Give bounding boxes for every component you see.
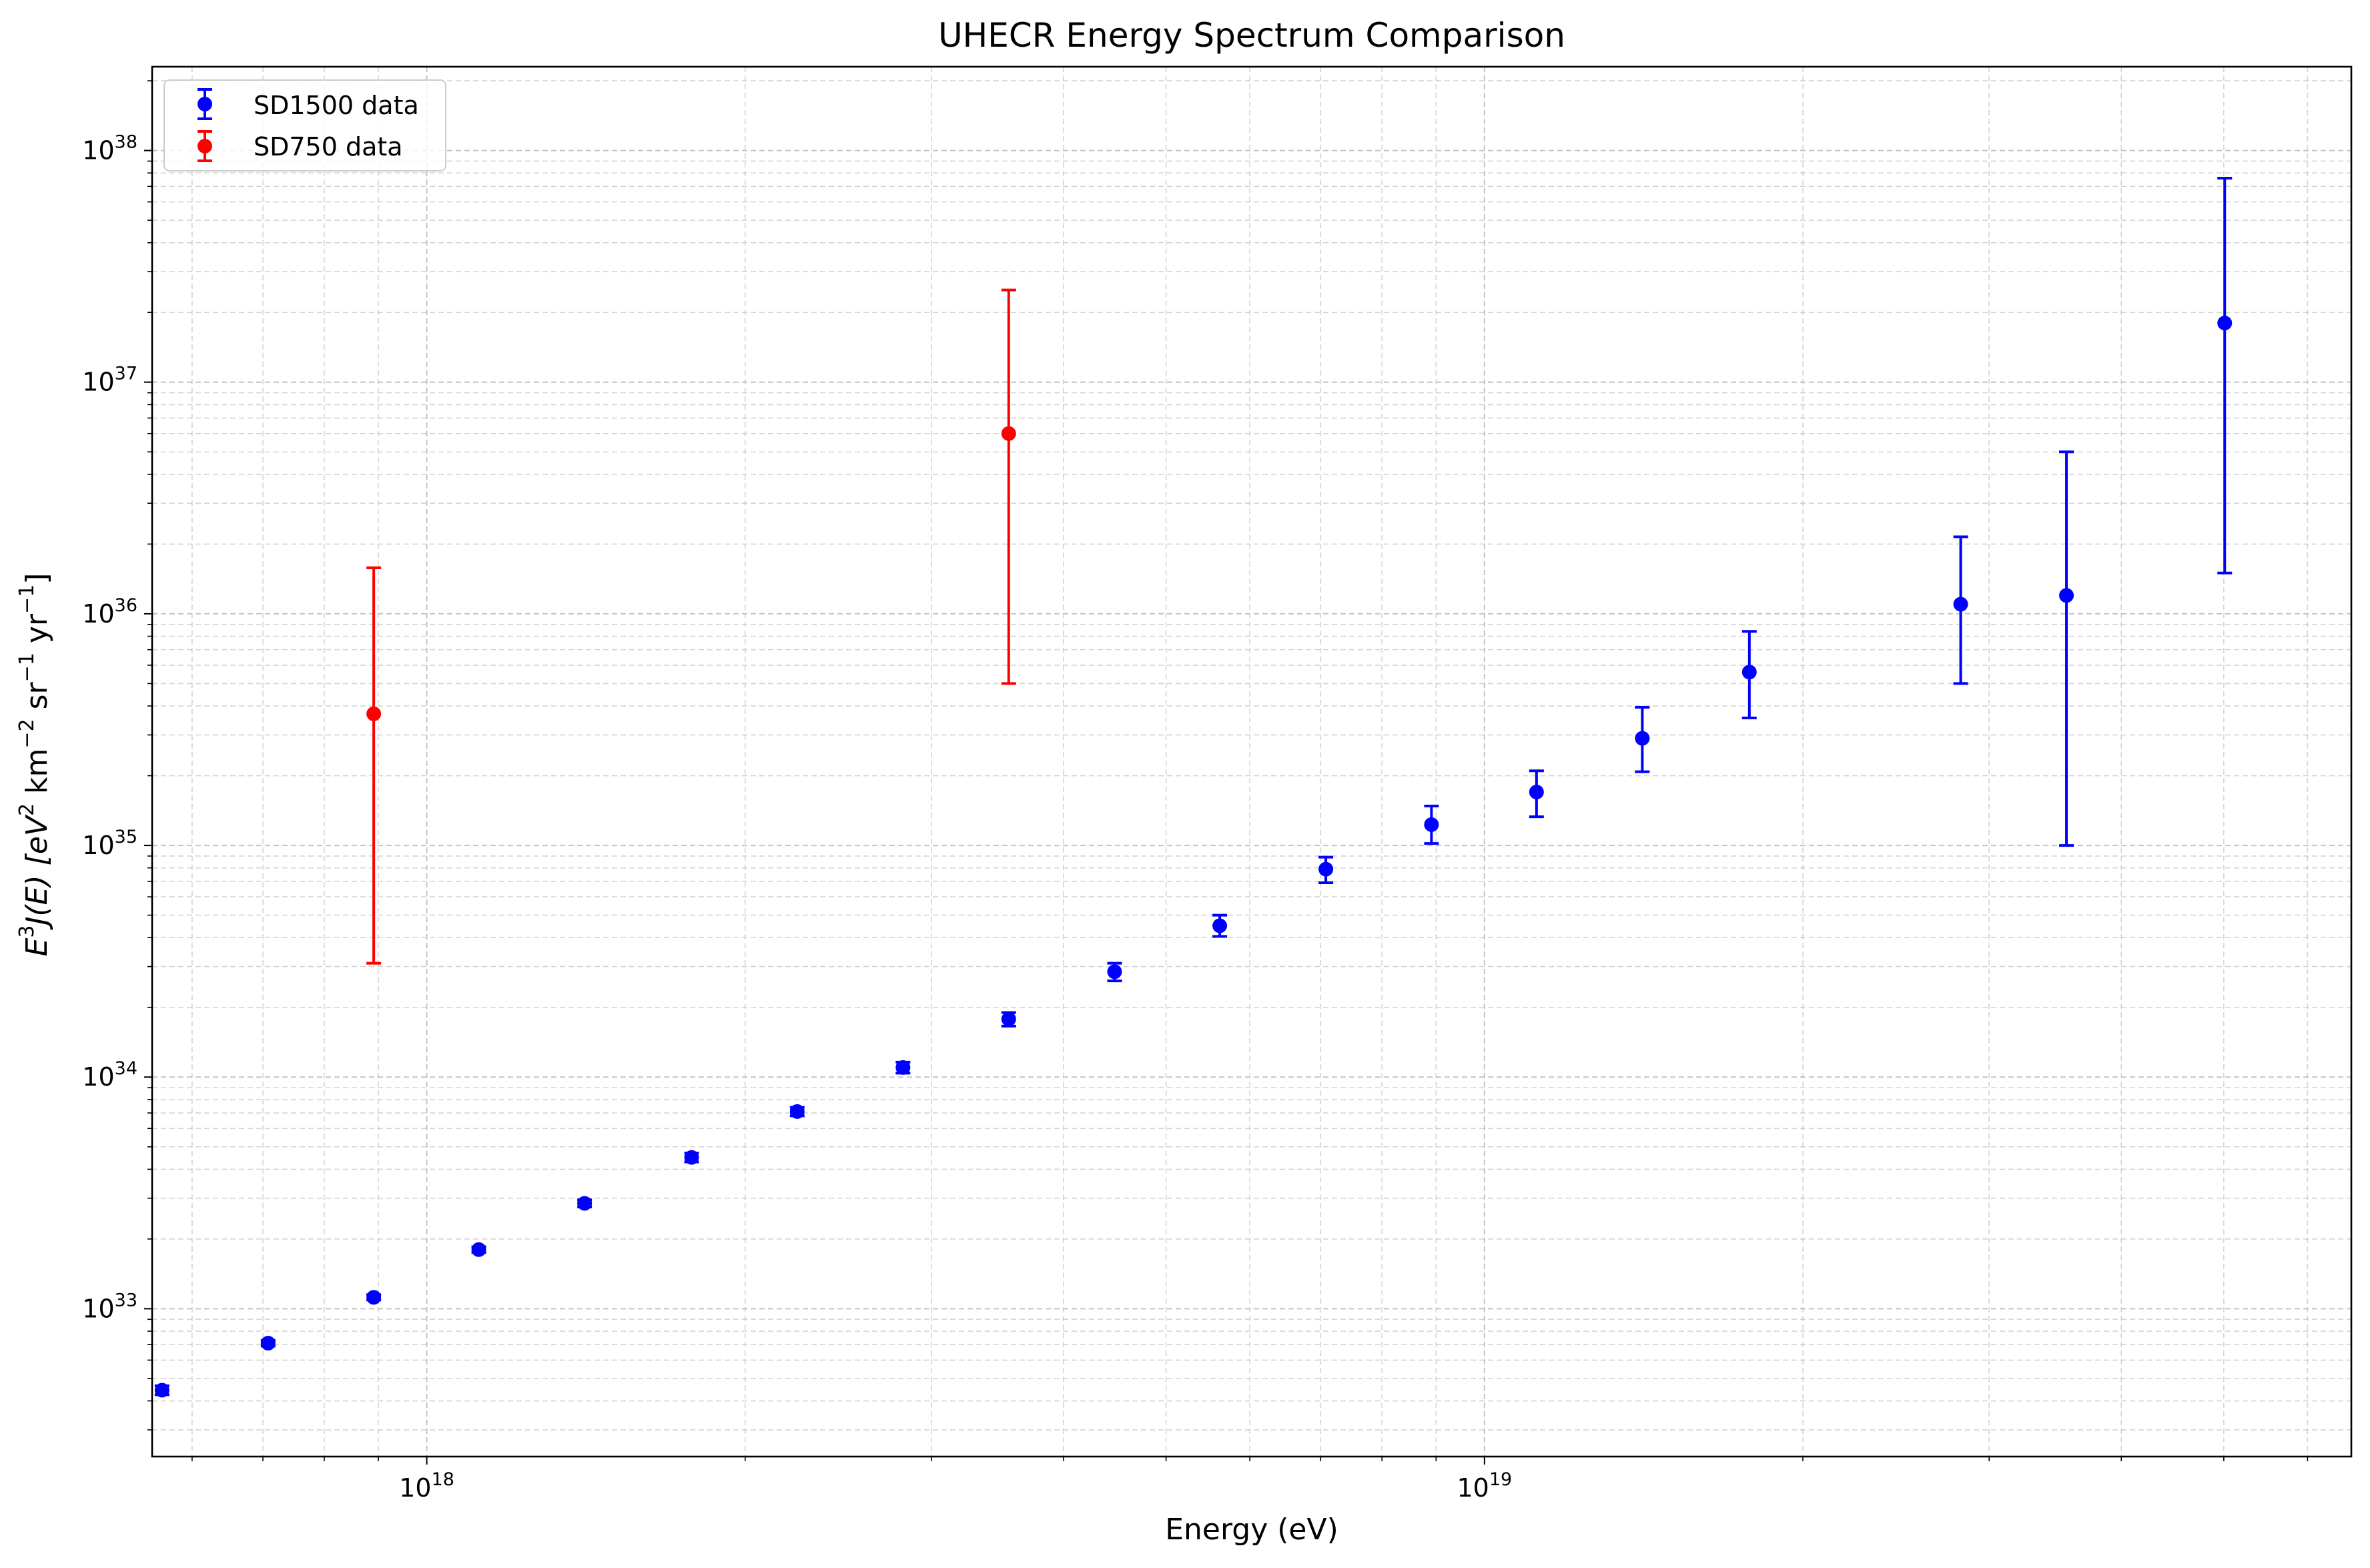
plot-frame [151,65,2353,1458]
y-axis-label: E3J(E) [eV2 km−2 sr−1 yr−1] [15,573,54,957]
y-label-km: km [20,749,54,803]
y-label-km-sup: −2 [15,719,39,748]
data-point [1001,426,1016,441]
y-tick-label: 1035 [82,827,137,860]
data-point [1741,665,1757,680]
y-label-func: J(E) [eV [20,814,54,930]
y-tick-label: 1033 [82,1290,137,1323]
x-tick-label: 1018 [399,1469,454,1503]
legend: SD1500 data SD750 data [163,79,446,171]
data-point [1212,918,1228,933]
data-point [1318,861,1334,877]
y-label-prefix: E [20,937,54,956]
y-tick-label: 1037 [82,364,137,397]
data-point [1635,731,1650,746]
data-point [1001,1012,1016,1027]
data-point [154,1383,169,1398]
legend-entry-sd750: SD750 data [198,130,403,162]
y-label-sr-sup: −1 [15,653,39,682]
data-point [471,1242,486,1257]
data-point [260,1336,276,1351]
data-point [2059,588,2074,603]
data-point [1424,817,1439,832]
legend-label-sd750: SD750 data [254,132,403,161]
y-tick-label: 1036 [82,595,137,629]
series-sd750 [366,288,1016,965]
x-tick-label: 1019 [1457,1469,1512,1503]
y-label-yr: yr [20,613,54,653]
y-label-yr-sup: −1 [15,584,39,614]
legend-marker-dot [198,139,212,153]
legend-label-sd1500: SD1500 data [254,91,419,120]
data-point [1529,785,1544,800]
x-axis-label: Energy (eV) [1165,1513,1338,1547]
data-point [684,1150,699,1165]
y-label-sr: sr [20,681,54,719]
y-label-prefix-sup: 3 [15,925,39,937]
legend-marker-dot [198,97,212,111]
legend-entry-sd1500: SD1500 data [198,88,419,120]
data-point [366,706,382,721]
y-tick-label: 1038 [82,132,137,165]
grid-lines [152,67,2351,1457]
data-point [2217,316,2233,331]
y-label-close: ] [20,573,54,584]
data-series [154,176,2233,1398]
legend-box [163,79,446,171]
chart-title: UHECR Energy Spectrum Comparison [938,16,1565,55]
data-point [789,1104,805,1119]
data-point [1953,597,1968,612]
series-sd1500 [154,176,2233,1398]
data-point [895,1060,911,1075]
y-label-ev-sup: 2 [15,803,39,816]
data-point [577,1196,592,1211]
tick-labels: 1018 1019 1033 1034 1035 1036 1037 1038 [82,132,1512,1503]
y-tick-label: 1034 [82,1058,137,1092]
data-point [366,1290,382,1305]
data-point [1107,964,1122,979]
